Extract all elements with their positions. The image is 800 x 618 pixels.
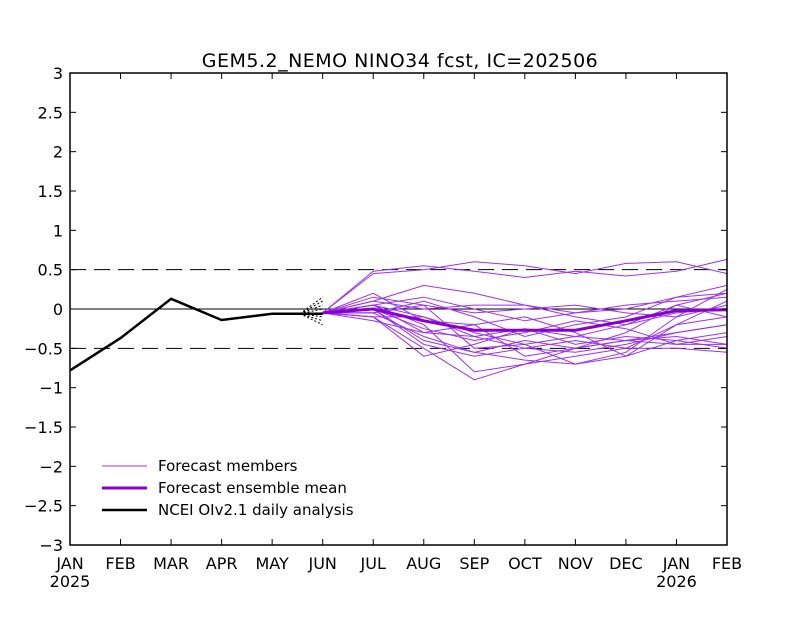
x-tick-label: JUL	[360, 554, 386, 573]
x-tick-label: FEB	[105, 554, 135, 573]
y-tick-label: −1	[39, 379, 63, 398]
y-tick-label: 1	[53, 221, 63, 240]
y-axis: 3 2.5 2 1.5 1 0.5 0 −0.5 −1 −1.5 −2 −2.5 −3	[24, 64, 727, 555]
legend-label-observed: NCEI OIv2.1 daily analysis	[158, 501, 354, 519]
member-line-16	[322, 288, 728, 365]
legend-label-mean: Forecast ensemble mean	[158, 479, 347, 497]
x-tick-label: APR	[206, 554, 238, 573]
chart-title: GEM5.2_NEMO NINO34 fcst, IC=202506	[202, 50, 599, 72]
x-tick-label: NOV	[558, 554, 593, 573]
x-tick-label: SEP	[459, 554, 489, 573]
x-year-label: 2026	[656, 572, 697, 591]
member-line-11	[322, 312, 728, 357]
x-tick-label: OCT	[508, 554, 542, 573]
x-tick-label: AUG	[406, 554, 441, 573]
member-line-20	[322, 296, 728, 322]
member-line-7	[322, 296, 728, 318]
spread-lines	[299, 296, 323, 326]
member-line-13	[322, 292, 728, 338]
member-line-9	[322, 308, 728, 345]
y-tick-label: 2	[53, 143, 63, 162]
y-tick-label: −2	[39, 457, 63, 476]
legend-label-members: Forecast members	[158, 457, 298, 475]
observed-line	[69, 297, 323, 372]
y-tick-label: 3	[53, 64, 63, 83]
observed-analysis	[69, 297, 323, 372]
y-tick-label: 1.5	[38, 182, 63, 201]
x-tick-label: FEB	[712, 554, 742, 573]
member-line-19	[322, 308, 727, 353]
x-tick-label: JAN	[662, 554, 690, 573]
member-line-1	[322, 261, 728, 314]
x-year-label: 2025	[50, 572, 91, 591]
x-tick-label: MAY	[256, 554, 290, 573]
spread-line-7	[299, 313, 323, 326]
x-tick-label: JAN	[55, 554, 83, 573]
forecast-members	[322, 258, 728, 381]
y-tick-label: 2.5	[38, 103, 63, 122]
y-tick-label: −0.5	[24, 339, 63, 358]
x-tick-label: JUN	[307, 554, 336, 573]
member-line-14	[322, 308, 728, 357]
x-axis: JAN FEB MAR APR MAY JUN JUL AUG SEP OCT NOV DEC JAN F…	[50, 73, 742, 591]
y-tick-label: −2.5	[24, 497, 63, 516]
x-tick-label: MAR	[153, 554, 189, 573]
x-tick-label: DEC	[609, 554, 643, 573]
y-tick-label: 0.5	[38, 261, 63, 280]
ensemble-mean	[322, 307, 728, 332]
y-tick-label: −1.5	[24, 418, 63, 437]
spread-line-2	[299, 304, 323, 315]
member-line-12	[322, 300, 728, 326]
legend: Forecast members Forecast ensemble mean …	[102, 457, 354, 519]
spread-line-8	[299, 296, 323, 315]
member-line-2	[322, 258, 728, 314]
ensemble-mean-line	[322, 307, 728, 332]
spread-line-1	[299, 300, 323, 315]
y-tick-label: 0	[53, 300, 63, 319]
y-tick-label: −3	[39, 536, 63, 555]
